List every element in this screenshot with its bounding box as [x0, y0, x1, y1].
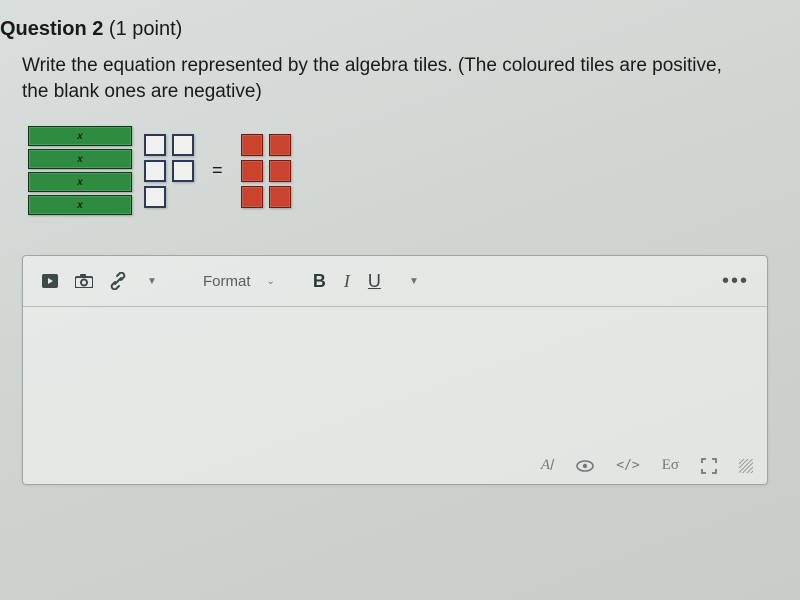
format-label: Format	[203, 273, 251, 290]
equals-sign: =	[206, 160, 229, 181]
fullscreen-icon[interactable]	[701, 458, 717, 474]
editor-toolbar: ▼ Format ⌄ B I U ▼ •••	[23, 256, 767, 307]
x-bar-tile: x	[28, 149, 132, 169]
chevron-down-icon: ⌄	[267, 276, 275, 287]
answer-editor: ▼ Format ⌄ B I U ▼ ••• A/	[22, 255, 768, 485]
resize-grip[interactable]	[739, 459, 753, 473]
text-style-dropdown[interactable]: ▼	[399, 266, 429, 296]
x-bar-tile: x	[28, 172, 132, 192]
html-source-button[interactable]: </>	[616, 458, 639, 473]
question-header: Question 2 (1 point)	[0, 18, 790, 41]
negative-unit-tile	[172, 160, 194, 182]
bold-button[interactable]: B	[313, 271, 326, 292]
font-color-button[interactable]: A/	[541, 457, 554, 474]
negative-unit-tile	[144, 160, 166, 182]
more-options-button[interactable]: •••	[722, 270, 755, 293]
x-bar-tile: x	[28, 195, 132, 215]
positive-unit-tile	[269, 160, 291, 182]
accessibility-icon[interactable]	[576, 459, 594, 473]
italic-button[interactable]: I	[344, 271, 350, 292]
negative-unit-tile	[172, 134, 194, 156]
insert-dropdown[interactable]: ▼	[137, 266, 167, 296]
positive-unit-tile	[269, 186, 291, 208]
equation-button[interactable]: Eσ	[662, 457, 679, 474]
question-number: 2	[92, 18, 103, 40]
media-play-icon[interactable]	[35, 266, 65, 296]
question-prompt: Write the equation represented by the al…	[0, 53, 760, 104]
camera-icon[interactable]	[69, 266, 99, 296]
format-dropdown[interactable]: Format ⌄	[191, 269, 287, 294]
positive-units-group	[241, 134, 291, 208]
x-bar-tile: x	[28, 126, 132, 146]
negative-units-group	[144, 134, 194, 208]
positive-unit-tile	[269, 134, 291, 156]
link-icon[interactable]	[103, 266, 133, 296]
algebra-tiles-figure: xxxx =	[0, 126, 790, 215]
positive-unit-tile	[241, 134, 263, 156]
underline-button[interactable]: U	[368, 271, 381, 292]
editor-footer-tools: A/ </> Eσ	[541, 457, 753, 474]
positive-unit-tile	[241, 160, 263, 182]
editor-textarea[interactable]	[23, 307, 767, 447]
x-bars-group: xxxx	[28, 126, 132, 215]
negative-unit-tile	[144, 186, 166, 208]
positive-unit-tile	[241, 186, 263, 208]
question-points: (1 point)	[109, 18, 182, 40]
negative-unit-tile	[144, 134, 166, 156]
question-word: Question	[0, 18, 87, 40]
